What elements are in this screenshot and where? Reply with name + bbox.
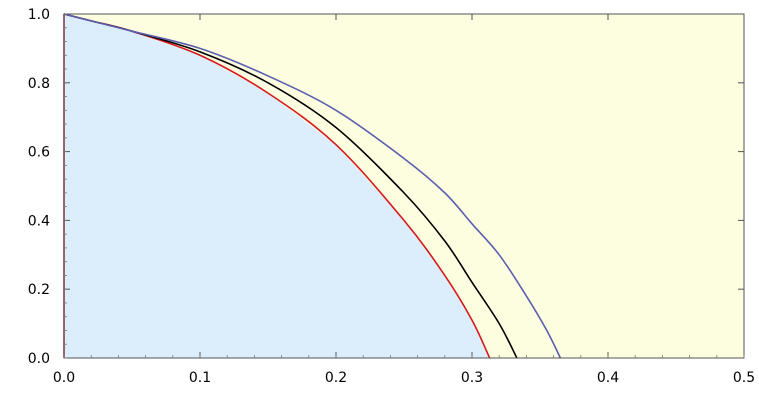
inner-region (64, 14, 490, 358)
x-tick-label: 0.4 (597, 370, 619, 386)
y-tick-label: 0.2 (28, 282, 50, 298)
x-tick-label: 0.3 (461, 370, 483, 386)
y-tick-label: 0.8 (28, 76, 50, 92)
x-tick-label: 0.2 (325, 370, 347, 386)
x-tick-label: 0.0 (53, 370, 75, 386)
x-tick-label: 0.1 (189, 370, 211, 386)
plot-frame (63, 13, 745, 359)
x-tick-label: 0.5 (733, 370, 755, 386)
plot-layer: 0.0 0.1 0.2 0.3 0.4 0.5 0.0 0.2 0.4 0.6 0.8 1.0 (28, 7, 755, 386)
y-tick-label: 0.0 (28, 351, 50, 367)
blue-curve (63, 13, 562, 359)
y-tick-label: 0.6 (28, 145, 50, 161)
y-tick-label: 1.0 (28, 7, 50, 23)
y-tick-label: 0.4 (28, 213, 50, 229)
